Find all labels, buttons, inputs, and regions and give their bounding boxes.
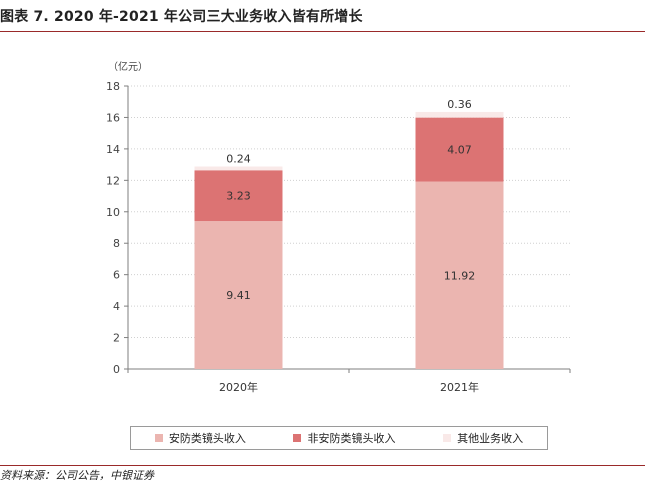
y-unit-label: （亿元） (108, 60, 148, 73)
y-tick-label: 10 (106, 206, 120, 219)
y-tick-label: 2 (113, 332, 120, 345)
legend-swatch-security-lens (154, 434, 163, 442)
y-tick-label: 4 (113, 300, 120, 313)
data-label: 11.92 (444, 269, 476, 282)
source-note: 资料来源：公司公告，中银证券 (0, 469, 154, 482)
y-tick-label: 14 (106, 143, 120, 156)
top-divider (0, 31, 645, 32)
legend-label-security-lens: 安防类镜头收入 (168, 432, 246, 445)
chart-title: 图表 7. 2020 年-2021 年公司三大业务收入皆有所增长 (0, 9, 363, 25)
data-label: 9.41 (226, 289, 251, 302)
legend-item-security-lens: 安防类镜头收入 (154, 430, 246, 446)
y-tick-label: 8 (113, 237, 120, 250)
legend-label-other-business: 其他业务收入 (457, 432, 524, 445)
data-label: 0.36 (447, 98, 472, 111)
x-category-label: 2020年 (219, 380, 258, 394)
y-tick-label: 16 (106, 111, 120, 124)
legend-item-non-security-lens: 非安防类镜头收入 (293, 430, 395, 446)
stacked-bar-chart: 0 2 4 6 8 10 12 14 16 18 （亿元） 9.41 3.23 0.24 2020年 11.9… (106, 60, 571, 394)
bar-segment (194, 166, 283, 171)
y-tick-label: 6 (113, 269, 120, 282)
legend-label-non-security-lens: 非安防类镜头收入 (307, 432, 396, 445)
legend-swatch-other-business (443, 434, 452, 442)
data-label: 0.24 (226, 152, 251, 165)
chart-legend: 安防类镜头收入 非安防类镜头收入 其他业务收入 (130, 426, 548, 450)
y-tick-label: 12 (106, 174, 120, 187)
bar-segment (415, 111, 504, 118)
x-category-label: 2021年 (440, 380, 479, 394)
legend-item-other-business: 其他业务收入 (443, 430, 523, 446)
data-label: 4.07 (447, 144, 472, 157)
bar-segment (194, 221, 283, 369)
bottom-divider (0, 465, 645, 466)
bar-segment (194, 170, 283, 222)
data-label: 3.23 (226, 190, 251, 203)
y-tick-label: 0 (113, 363, 120, 376)
legend-swatch-non-security-lens (293, 434, 302, 442)
y-tick-label: 18 (106, 80, 120, 93)
bar-segment (415, 181, 504, 369)
bar-segment (415, 117, 504, 182)
